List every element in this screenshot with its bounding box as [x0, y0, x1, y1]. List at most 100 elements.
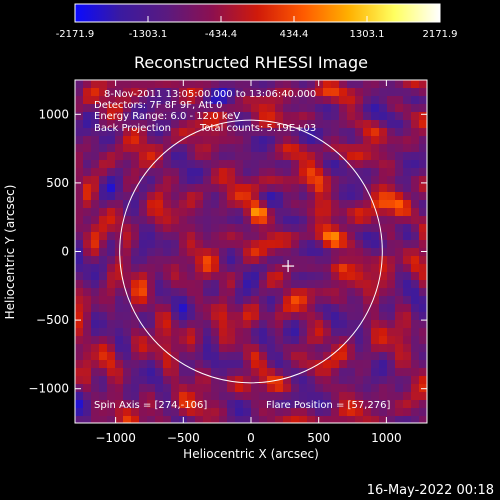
- heatmap-cell: [395, 288, 403, 296]
- heatmap-cell: [211, 264, 219, 272]
- heatmap-cell: [227, 120, 235, 128]
- heatmap-cell: [187, 120, 195, 128]
- heatmap-cell: [355, 192, 363, 200]
- heatmap-cell: [235, 248, 243, 256]
- heatmap-cell: [171, 256, 179, 264]
- heatmap-cell: [179, 96, 187, 104]
- heatmap-cell: [219, 248, 227, 256]
- heatmap-cell: [211, 400, 219, 408]
- heatmap-cell: [139, 392, 147, 400]
- heatmap-cell: [195, 128, 203, 136]
- heatmap-cell: [339, 392, 347, 400]
- heatmap-cell: [219, 368, 227, 376]
- heatmap-cell: [171, 352, 179, 360]
- heatmap-cell: [115, 336, 123, 344]
- x-tick-label: 1000: [371, 431, 402, 445]
- heatmap-cell: [315, 208, 323, 216]
- heatmap-cell: [235, 296, 243, 304]
- heatmap-cell: [91, 304, 99, 312]
- heatmap-cell: [123, 312, 131, 320]
- heatmap-cell: [315, 264, 323, 272]
- heatmap-cell: [187, 184, 195, 192]
- heatmap-cell: [411, 112, 419, 120]
- heatmap-cell: [299, 280, 307, 288]
- heatmap-cell: [323, 344, 331, 352]
- heatmap-cell: [331, 80, 339, 88]
- heatmap-cell: [99, 264, 107, 272]
- heatmap-cell: [75, 136, 83, 144]
- heatmap-cell: [323, 88, 331, 96]
- heatmap-cell: [363, 360, 371, 368]
- heatmap-cell: [419, 144, 427, 152]
- heatmap-cell: [107, 320, 115, 328]
- heatmap-cell: [307, 304, 315, 312]
- heatmap-cell: [91, 232, 99, 240]
- heatmap-cell: [195, 120, 203, 128]
- heatmap-cell: [323, 400, 331, 408]
- heatmap-cell: [371, 96, 379, 104]
- heatmap-cell: [307, 216, 315, 224]
- heatmap-cell: [379, 232, 387, 240]
- heatmap-cell: [307, 168, 315, 176]
- heatmap-cell: [291, 152, 299, 160]
- heatmap-cell: [323, 136, 331, 144]
- heatmap-cell: [171, 120, 179, 128]
- heatmap-cell: [219, 280, 227, 288]
- heatmap-cell: [339, 272, 347, 280]
- heatmap-cell: [155, 400, 163, 408]
- heatmap-cell: [267, 384, 275, 392]
- heatmap-cell: [419, 336, 427, 344]
- heatmap-cell: [171, 80, 179, 88]
- heatmap-cell: [83, 128, 91, 136]
- heatmap-cell: [99, 272, 107, 280]
- heatmap-cell: [195, 240, 203, 248]
- heatmap-cell: [267, 360, 275, 368]
- heatmap-cell: [139, 240, 147, 248]
- heatmap-cell: [243, 88, 251, 96]
- heatmap-cell: [299, 104, 307, 112]
- heatmap-cell: [251, 304, 259, 312]
- heatmap-cell: [243, 384, 251, 392]
- heatmap-cell: [419, 136, 427, 144]
- heatmap-cell: [243, 80, 251, 88]
- heatmap-cell: [403, 304, 411, 312]
- heatmap-cell: [403, 336, 411, 344]
- heatmap-cell: [75, 224, 83, 232]
- heatmap-cell: [163, 264, 171, 272]
- heatmap-cell: [91, 128, 99, 136]
- heatmap-cell: [171, 144, 179, 152]
- heatmap-cell: [403, 184, 411, 192]
- heatmap-cell: [291, 304, 299, 312]
- heatmap-cell: [331, 152, 339, 160]
- heatmap-cell: [387, 368, 395, 376]
- heatmap-cell: [115, 264, 123, 272]
- heatmap-cell: [411, 392, 419, 400]
- heatmap-cell: [131, 320, 139, 328]
- heatmap-cell: [275, 384, 283, 392]
- heatmap-cell: [267, 312, 275, 320]
- heatmap-cell: [211, 152, 219, 160]
- heatmap-cell: [299, 296, 307, 304]
- heatmap-cell: [291, 168, 299, 176]
- heatmap-cell: [347, 256, 355, 264]
- heatmap-cell: [275, 248, 283, 256]
- heatmap-cell: [403, 192, 411, 200]
- heatmap-cell: [275, 232, 283, 240]
- heatmap-cell: [235, 400, 243, 408]
- heatmap-cell: [75, 240, 83, 248]
- heatmap-cell: [99, 160, 107, 168]
- heatmap-cell: [347, 216, 355, 224]
- heatmap-cell: [331, 384, 339, 392]
- heatmap-cell: [163, 184, 171, 192]
- heatmap-cell: [107, 256, 115, 264]
- heatmap-cell: [203, 352, 211, 360]
- heatmap-cell: [211, 200, 219, 208]
- heatmap-cell: [299, 248, 307, 256]
- heatmap-cell: [179, 160, 187, 168]
- heatmap-cell: [131, 200, 139, 208]
- heatmap-cell: [123, 280, 131, 288]
- heatmap-cell: [91, 168, 99, 176]
- heatmap-cell: [283, 256, 291, 264]
- heatmap-cell: [315, 304, 323, 312]
- heatmap-cell: [251, 160, 259, 168]
